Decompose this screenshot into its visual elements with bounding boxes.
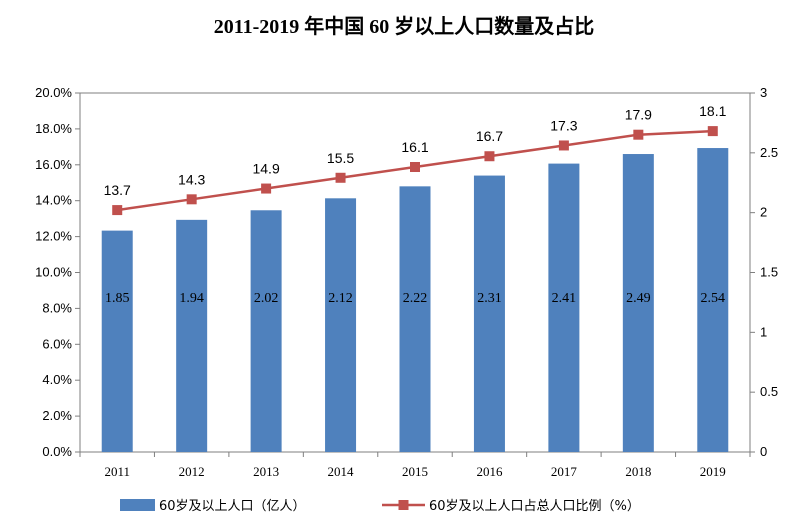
- bar: [101, 230, 133, 452]
- bar: [325, 198, 357, 452]
- left-tick-label: 18.0%: [35, 121, 72, 136]
- right-tick-label: 1: [760, 324, 767, 339]
- bar-value-label: 2.49: [626, 291, 651, 306]
- line-value-label: 17.3: [550, 117, 577, 133]
- x-tick-label: 2015: [402, 464, 428, 479]
- x-axis-ticks: 2011 2012 2013 2014 2015 2016 2017 2018 2019: [79, 452, 751, 479]
- bar: [399, 186, 431, 452]
- line-marker: [410, 162, 420, 173]
- bar: [473, 175, 505, 452]
- x-tick-label: 2019: [700, 464, 726, 479]
- line-marker: [558, 140, 569, 151]
- bar-value-label: 2.12: [328, 291, 353, 306]
- line-value-label: 18.1: [699, 103, 726, 119]
- left-tick-label: 12.0%: [35, 229, 72, 244]
- left-tick-label: 0.0%: [42, 444, 72, 459]
- line-marker: [707, 126, 718, 137]
- left-axis-ticks: 0.0% 2.0% 4.0% 6.0% 8.0% 10.0% 12.0% 14.0% 16.0%…: [35, 85, 80, 459]
- bar-value-labels: 1.85 1.94 2.02 2.12 2.22 2.31 2.41 2.49 2.54: [105, 291, 725, 306]
- left-tick-label: 4.0%: [42, 372, 72, 387]
- x-tick-label: 2016: [476, 464, 503, 479]
- bar: [176, 219, 208, 452]
- bar-value-label: 2.22: [403, 291, 428, 306]
- bar: [250, 210, 282, 452]
- line-value-label: 17.9: [625, 107, 652, 123]
- x-tick-label: 2011: [104, 464, 130, 479]
- left-tick-label: 14.0%: [35, 193, 72, 208]
- x-tick-label: 2012: [179, 464, 205, 479]
- right-tick-label: 2: [760, 205, 767, 220]
- left-tick-label: 2.0%: [42, 408, 72, 423]
- bar-value-label: 2.41: [552, 291, 577, 306]
- right-tick-label: 2.5: [760, 145, 778, 160]
- legend: 60岁及以上人口（亿人） 60岁及以上人口占总人口比例（%）: [120, 499, 640, 514]
- legend-line-label: 60岁及以上人口占总人口比例（%）: [429, 499, 640, 514]
- line-marker: [484, 151, 495, 162]
- line-series: [112, 126, 718, 216]
- chart-title: 2011-2019 年中国 60 岁以上人口数量及占比: [213, 16, 595, 38]
- legend-bar-swatch: [120, 499, 155, 511]
- right-axis-ticks: 0 0.5 1 1.5 2 2.5 3: [750, 85, 778, 459]
- line-marker: [261, 183, 272, 194]
- line-value-label: 13.7: [104, 182, 131, 198]
- bar: [548, 163, 580, 452]
- right-tick-label: 0: [760, 444, 767, 459]
- left-tick-label: 8.0%: [42, 300, 72, 315]
- x-tick-label: 2018: [625, 464, 651, 479]
- right-tick-label: 0.5: [760, 384, 778, 399]
- line-value-label: 15.5: [327, 150, 354, 166]
- x-tick-label: 2017: [551, 464, 578, 479]
- bar-value-label: 2.31: [477, 291, 502, 306]
- x-tick-label: 2013: [253, 464, 279, 479]
- bar-value-label: 1.94: [179, 291, 204, 306]
- right-tick-label: 3: [760, 85, 767, 100]
- bar-value-label: 2.54: [701, 291, 726, 306]
- bar-value-label: 1.85: [105, 291, 130, 306]
- x-tick-label: 2014: [328, 464, 355, 479]
- left-tick-label: 6.0%: [42, 336, 72, 351]
- line-value-label: 14.9: [252, 161, 279, 177]
- legend-bar-label: 60岁及以上人口（亿人）: [159, 499, 306, 514]
- right-tick-label: 1.5: [760, 265, 778, 280]
- left-tick-label: 10.0%: [35, 265, 72, 280]
- line-value-label: 16.7: [476, 128, 503, 144]
- line-value-label: 14.3: [178, 171, 205, 187]
- line-value-labels: 13.7 14.3 14.9 15.5 16.1 16.7 17.3 17.9 18.1: [104, 103, 727, 198]
- line-marker: [112, 205, 123, 216]
- left-tick-label: 20.0%: [35, 85, 72, 100]
- bar: [697, 148, 729, 452]
- line-value-label: 16.1: [401, 139, 428, 155]
- line-marker: [335, 172, 346, 183]
- bar-series: [101, 148, 729, 452]
- bar: [622, 154, 654, 452]
- line-marker: [186, 194, 197, 205]
- bar-value-label: 2.02: [254, 291, 279, 306]
- legend-line-marker: [398, 500, 409, 510]
- line-marker: [633, 129, 644, 140]
- left-tick-label: 16.0%: [35, 157, 72, 172]
